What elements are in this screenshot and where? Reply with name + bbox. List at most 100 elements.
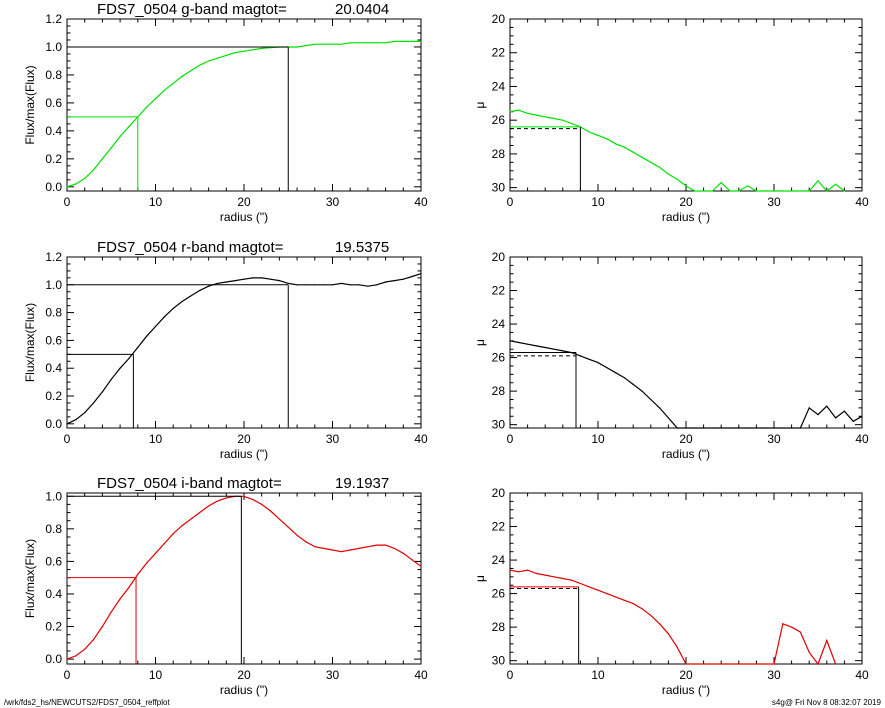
data-point bbox=[553, 117, 555, 120]
data-point bbox=[509, 340, 511, 342]
data-point bbox=[641, 608, 643, 610]
x-tick-label: 0 bbox=[64, 668, 71, 682]
data-point bbox=[420, 40, 422, 42]
data-point bbox=[84, 648, 86, 650]
data-point bbox=[509, 111, 511, 113]
data-point bbox=[808, 407, 810, 409]
data-point bbox=[261, 503, 263, 505]
data-point bbox=[764, 427, 766, 429]
x-tick-label: 0 bbox=[64, 195, 71, 209]
y-axis-label: Flux/max(Flux) bbox=[23, 539, 37, 618]
y-tick-label: 0.6 bbox=[45, 96, 62, 110]
data-point bbox=[402, 278, 404, 280]
x-tick-label: 0 bbox=[507, 432, 514, 446]
y-tick-label: 22 bbox=[492, 284, 506, 298]
data-point bbox=[323, 43, 325, 45]
data-point bbox=[358, 284, 360, 286]
data-point bbox=[755, 663, 758, 665]
data-point bbox=[154, 325, 157, 328]
data-point bbox=[808, 190, 810, 192]
data-point bbox=[588, 586, 590, 588]
data-point bbox=[826, 405, 828, 407]
y-tick-label: 20 bbox=[492, 250, 506, 264]
data-point bbox=[252, 498, 254, 501]
x-tick-label: 30 bbox=[326, 195, 340, 209]
data-point bbox=[597, 362, 599, 364]
data-point bbox=[773, 663, 775, 665]
data-point bbox=[84, 177, 86, 180]
data-point bbox=[84, 412, 86, 414]
data-point bbox=[703, 663, 705, 665]
data-point bbox=[340, 282, 342, 285]
y-tick-label: 0.4 bbox=[45, 124, 62, 138]
data-point bbox=[110, 611, 112, 613]
data-point bbox=[296, 534, 298, 536]
data-point bbox=[92, 169, 95, 171]
data-point bbox=[146, 562, 148, 564]
data-point bbox=[181, 524, 183, 527]
data-point bbox=[694, 427, 696, 429]
data-point bbox=[66, 658, 68, 660]
y-tick-label: 22 bbox=[492, 520, 506, 534]
data-point bbox=[349, 42, 351, 44]
series-line bbox=[66, 273, 422, 425]
data-point bbox=[411, 559, 413, 561]
data-point bbox=[791, 427, 793, 429]
data-point bbox=[331, 284, 334, 286]
data-point bbox=[172, 307, 174, 310]
data-point bbox=[667, 417, 670, 419]
data-point bbox=[137, 346, 139, 348]
x-tick-label: 30 bbox=[767, 668, 781, 682]
series-line bbox=[509, 569, 837, 666]
data-point bbox=[518, 341, 520, 344]
data-point bbox=[216, 282, 219, 285]
data-point bbox=[544, 574, 546, 576]
series-line bbox=[509, 340, 863, 429]
data-point bbox=[826, 639, 828, 642]
y-tick-label: 0.8 bbox=[45, 306, 62, 320]
data-point bbox=[340, 551, 342, 553]
data-point bbox=[101, 158, 103, 160]
panel-title: FDS7_0504 g-band magtot= bbox=[97, 1, 287, 18]
data-point bbox=[676, 178, 678, 180]
data-point bbox=[544, 346, 546, 349]
data-point bbox=[216, 500, 219, 502]
data-point bbox=[738, 663, 740, 665]
x-tick-label: 20 bbox=[679, 432, 693, 446]
data-point bbox=[667, 633, 670, 635]
y-tick-label: 22 bbox=[492, 46, 506, 60]
data-point bbox=[101, 625, 103, 628]
data-point bbox=[527, 112, 529, 115]
data-point bbox=[703, 427, 705, 429]
y-tick-label: 30 bbox=[492, 181, 506, 195]
x-tick-label: 10 bbox=[591, 668, 605, 682]
data-point bbox=[199, 64, 201, 66]
y-tick-label: 26 bbox=[492, 113, 506, 127]
data-point bbox=[835, 417, 837, 419]
data-point bbox=[385, 544, 387, 546]
data-point bbox=[137, 573, 139, 576]
data-point bbox=[172, 533, 174, 535]
data-point bbox=[553, 576, 555, 578]
data-point bbox=[261, 47, 263, 49]
data-point bbox=[729, 427, 731, 429]
data-point bbox=[650, 614, 652, 616]
y-tick-label: 0.2 bbox=[45, 620, 62, 634]
plot-frame bbox=[509, 18, 863, 192]
data-point bbox=[544, 116, 546, 118]
series-line bbox=[66, 40, 421, 188]
data-point bbox=[518, 109, 520, 111]
y-tick-label: 20 bbox=[492, 486, 506, 500]
data-point bbox=[385, 281, 387, 283]
y-tick-label: 1.0 bbox=[45, 489, 62, 503]
data-point bbox=[685, 427, 687, 429]
data-point bbox=[234, 280, 236, 282]
panel-title-magtot: 19.5375 bbox=[335, 239, 389, 256]
data-point bbox=[623, 599, 626, 601]
x-axis-label: radius (") bbox=[662, 683, 710, 697]
y-tick-label: 0.0 bbox=[45, 652, 62, 666]
y-tick-label: 0.0 bbox=[45, 417, 62, 431]
x-axis-label: radius (") bbox=[220, 210, 268, 224]
data-point bbox=[535, 572, 538, 575]
data-point bbox=[225, 54, 227, 56]
